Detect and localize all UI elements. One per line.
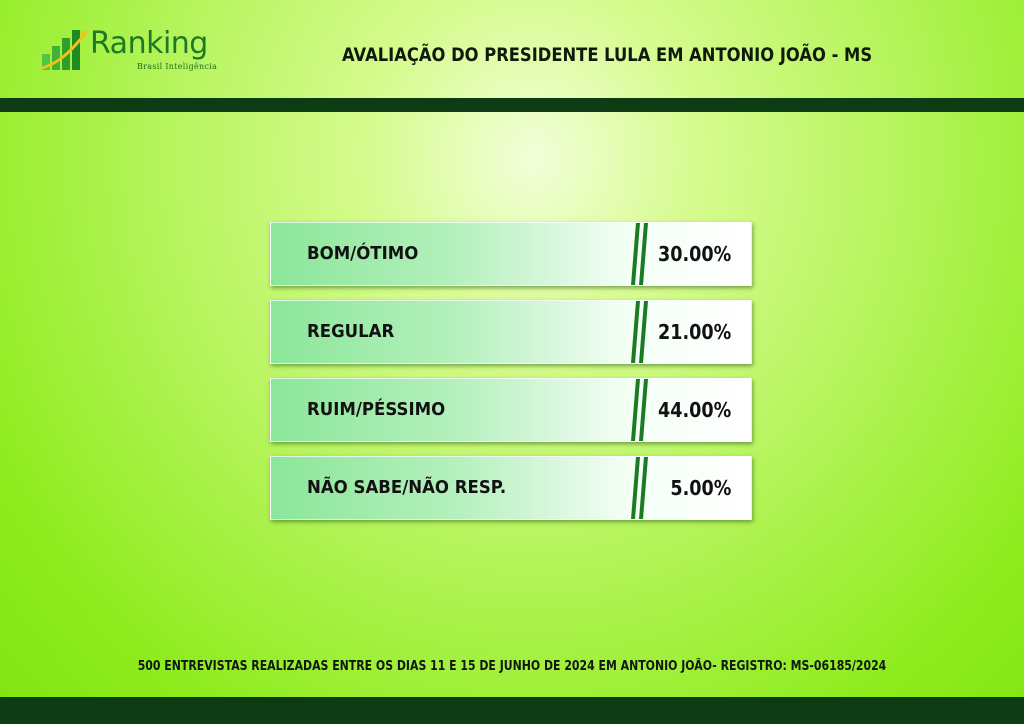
category-label: REGULAR [307, 321, 395, 342]
double-slash-separator-icon [631, 301, 648, 363]
result-row: REGULAR 21.00% [270, 300, 752, 364]
category-label: BOM/ÓTIMO [307, 243, 419, 264]
category-label: NÃO SABE/NÃO RESP. [307, 477, 507, 498]
logo-wordmark: Ranking [90, 26, 208, 61]
double-slash-separator-icon [631, 457, 648, 519]
result-row: BOM/ÓTIMO 30.00% [270, 222, 752, 286]
ranking-logo: Ranking Brasil Inteligência [40, 22, 220, 78]
logo-tagline: Brasil Inteligência [137, 62, 218, 71]
result-row: RUIM/PÉSSIMO 44.00% [270, 378, 752, 442]
bottom-divider-band [0, 697, 1024, 724]
percentage-value: 44.00% [657, 398, 731, 422]
percentage-value: 30.00% [657, 242, 731, 266]
category-label: RUIM/PÉSSIMO [307, 399, 446, 420]
percentage-value: 5.00% [669, 476, 731, 500]
bar-chart-logo-icon [41, 30, 88, 70]
percentage-value: 21.00% [657, 320, 731, 344]
page-title: AVALIAÇÃO DO PRESIDENTE LULA EM ANTONIO … [342, 44, 873, 66]
survey-footnote: 500 ENTREVISTAS REALIZADAS ENTRE OS DIAS… [137, 659, 887, 674]
header: Ranking Brasil Inteligência AVALIAÇÃO DO… [0, 0, 1024, 98]
double-slash-separator-icon [631, 223, 648, 285]
result-row: NÃO SABE/NÃO RESP. 5.00% [270, 456, 752, 520]
top-divider-band [0, 98, 1024, 112]
double-slash-separator-icon [631, 379, 648, 441]
